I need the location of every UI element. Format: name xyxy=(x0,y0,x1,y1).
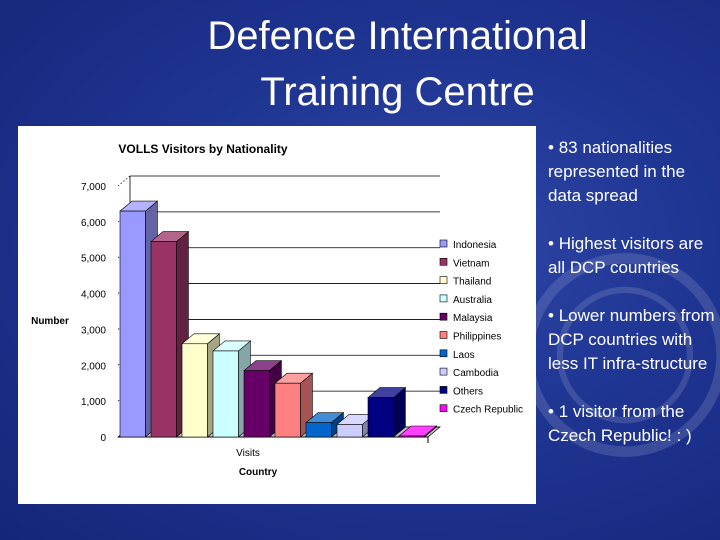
bullet-item: 1 visitor from the Czech Republic! : ) xyxy=(548,400,718,448)
bar xyxy=(336,424,363,438)
legend-swatch xyxy=(439,276,448,284)
y-axis-title: Number xyxy=(31,316,69,327)
legend-label: Thailand xyxy=(453,277,491,288)
chart-title: VOLLS Visitors by Nationality xyxy=(118,142,287,156)
y-tick-label: 5,000 xyxy=(81,254,106,265)
bar xyxy=(367,397,394,438)
bullet-item: Lower numbers from DCP countries with le… xyxy=(548,304,718,376)
title-line-2: Training Centre xyxy=(260,70,535,114)
title-line-1: Defence International xyxy=(207,14,588,58)
legend-swatch xyxy=(439,239,448,248)
legend-label: Cambodia xyxy=(453,368,499,379)
chart-svg: VOLLS Visitors by Nationality 0 1,000 2,000… xyxy=(31,142,523,478)
legend-label: Others xyxy=(453,386,483,397)
legend-swatch xyxy=(439,294,448,303)
legend-label: Laos xyxy=(453,350,475,361)
legend-label: Vietnam xyxy=(453,258,490,269)
slide-title: Defence International Training Centre xyxy=(130,8,665,120)
y-tick-label: 7,000 xyxy=(81,182,106,193)
legend-label: Philippines xyxy=(453,332,501,343)
bar xyxy=(305,422,332,438)
chart-panel: VOLLS Visitors by Nationality 0 1,000 2,000… xyxy=(18,126,536,504)
legend-swatch xyxy=(439,312,448,321)
bar xyxy=(243,370,270,438)
y-tick-label: 3,000 xyxy=(81,325,106,336)
legend-swatch xyxy=(439,258,448,266)
legend-swatch xyxy=(439,331,448,339)
bar xyxy=(212,350,239,438)
bullet-item: 83 nationalities represented in the data… xyxy=(548,136,718,208)
y-tick-label: 1,000 xyxy=(81,397,106,408)
bullet-list: 83 nationalities represented in the data… xyxy=(548,136,718,472)
bar xyxy=(274,382,301,438)
x-axis-title: Country xyxy=(239,467,278,478)
bar xyxy=(398,435,425,438)
legend-label: Czech Republic xyxy=(453,405,523,416)
bullet-item: Highest visitors are all DCP countries xyxy=(548,232,718,280)
gridline-diagonal xyxy=(117,175,131,187)
bar xyxy=(150,241,177,438)
y-tick-label: 2,000 xyxy=(81,361,106,372)
legend-label: Indonesia xyxy=(453,240,497,251)
bar xyxy=(181,343,208,438)
legend-label: Malaysia xyxy=(453,313,493,324)
legend-swatch xyxy=(439,404,448,413)
x-category-label: Visits xyxy=(236,448,260,459)
legend-swatch xyxy=(439,386,448,394)
y-tick-label: 0 xyxy=(100,433,106,444)
y-tick-label: 6,000 xyxy=(81,218,106,229)
legend-swatch xyxy=(439,367,448,376)
bar xyxy=(119,210,146,438)
legend-swatch xyxy=(439,349,448,358)
legend-label: Australia xyxy=(453,295,492,306)
y-tick-label: 4,000 xyxy=(81,290,106,301)
